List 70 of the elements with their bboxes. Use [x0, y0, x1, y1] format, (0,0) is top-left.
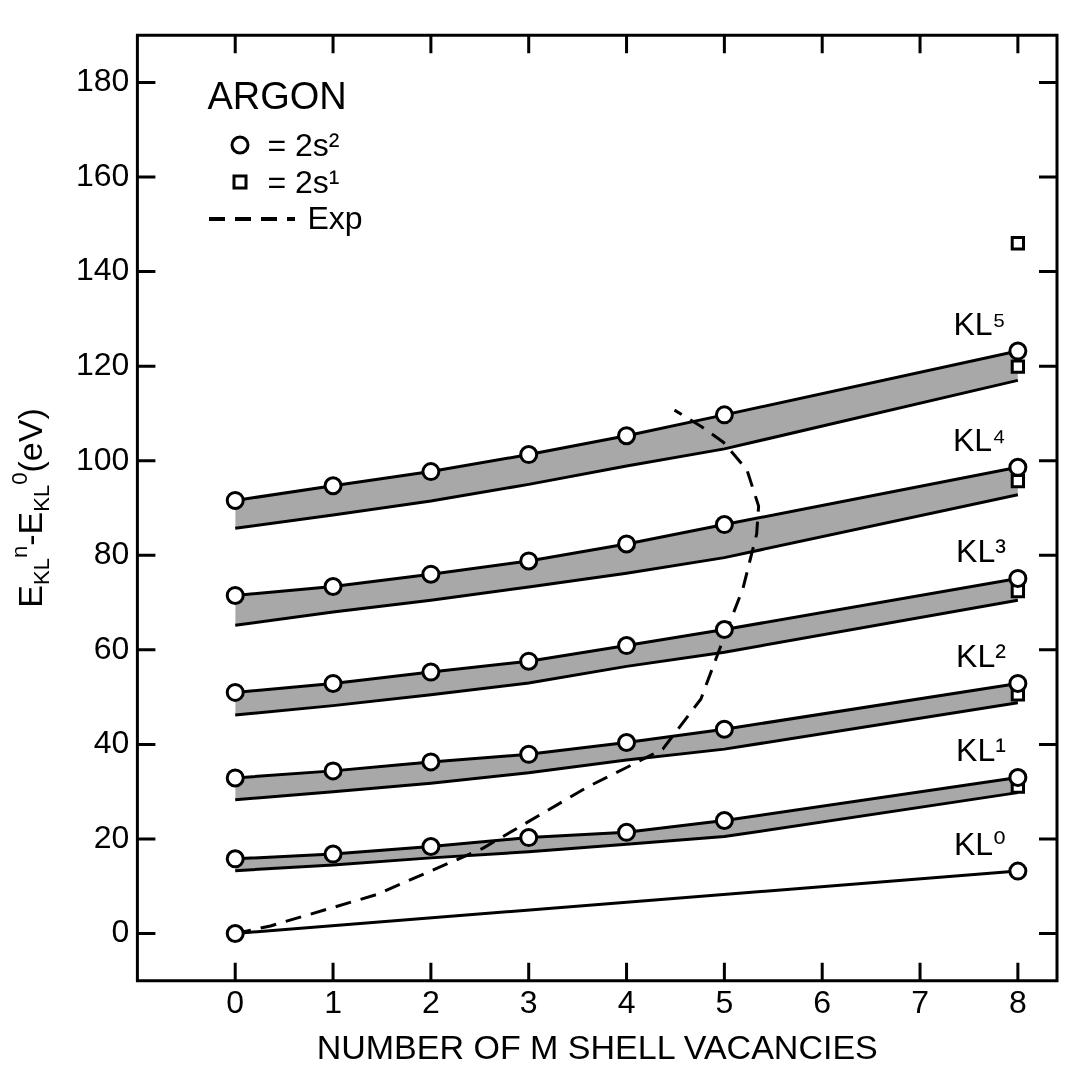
point: [225, 490, 245, 510]
point: [225, 768, 245, 788]
point: [225, 585, 245, 605]
point: [714, 719, 734, 739]
annotation: KL⁵: [953, 306, 1006, 343]
point: [225, 924, 245, 944]
point: [1008, 861, 1028, 881]
point: [1008, 768, 1028, 787]
point: [714, 620, 734, 640]
point: [421, 662, 441, 682]
y-axis-title: EKLn-EKL0(eV): [6, 408, 55, 608]
x-tick-label: 2: [421, 983, 440, 1020]
annotation: KL¹: [956, 732, 1006, 769]
x-axis-title: NUMBER OF M SHELL VACANCIES: [316, 1027, 878, 1066]
point: [421, 837, 441, 857]
y-tick-label: 180: [76, 62, 130, 99]
x-tick-label: 1: [324, 983, 342, 1020]
point: [421, 564, 441, 584]
point: [323, 844, 343, 864]
x-tick-label: 0: [226, 983, 245, 1020]
y-tick-label: 160: [76, 156, 130, 193]
point: [421, 752, 441, 772]
point: [323, 576, 343, 596]
point: [421, 462, 441, 482]
point: [519, 445, 539, 465]
point: [1008, 568, 1028, 588]
point: [323, 673, 343, 693]
point: [714, 405, 734, 425]
point: [1008, 673, 1028, 693]
point: [1008, 341, 1028, 361]
point: [323, 761, 343, 781]
point: [1010, 236, 1026, 251]
y-tick-label: 40: [93, 724, 130, 761]
point: [519, 651, 539, 671]
y-tick-label: 0: [111, 913, 130, 950]
point: [1010, 359, 1026, 374]
x-tick-label: 6: [813, 983, 832, 1020]
point: [617, 426, 637, 446]
legend-label: = 2s²: [267, 126, 340, 164]
point: [617, 822, 637, 842]
y-tick-label: 80: [93, 535, 130, 572]
y-tick-label: 120: [76, 345, 130, 382]
x-tick-label: 7: [911, 983, 929, 1020]
point: [519, 828, 539, 848]
point: [714, 515, 734, 535]
point: [617, 534, 637, 554]
y-tick-label: 20: [93, 818, 130, 855]
point: [225, 682, 245, 702]
legend-title: ARGON: [207, 75, 348, 119]
point: [519, 744, 539, 764]
annotation: KL³: [956, 533, 1007, 570]
x-tick-label: 5: [715, 983, 734, 1020]
legend-label: Exp: [307, 200, 363, 238]
point: [225, 849, 245, 869]
point: [617, 733, 637, 753]
point: [519, 551, 539, 571]
x-tick-label: 4: [617, 983, 636, 1020]
y-tick-label: 140: [76, 251, 130, 288]
legend-label: = 2s¹: [267, 163, 340, 201]
annotation: KL²: [956, 638, 1007, 675]
point: [323, 476, 343, 496]
annotation: KL⁰: [953, 826, 1006, 863]
y-tick-label: 60: [93, 629, 130, 666]
x-tick-label: 8: [1008, 983, 1027, 1020]
point: [617, 636, 637, 656]
point: [1008, 457, 1028, 477]
annotation: KL⁴: [952, 422, 1006, 459]
x-tick-label: 3: [519, 983, 538, 1020]
y-tick-label: 100: [76, 440, 130, 477]
point: [714, 811, 734, 831]
